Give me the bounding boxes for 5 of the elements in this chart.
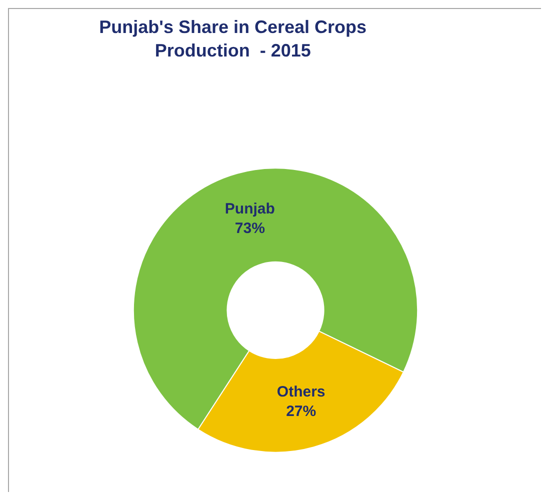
data-label: 27% <box>286 403 316 420</box>
slice-label: Punjab <box>224 200 275 218</box>
chart-title: Punjab's Share in Cereal Crops Production - 2015 <box>99 17 367 61</box>
slice-label: Others <box>276 384 326 401</box>
data-label: 73% <box>234 220 265 237</box>
